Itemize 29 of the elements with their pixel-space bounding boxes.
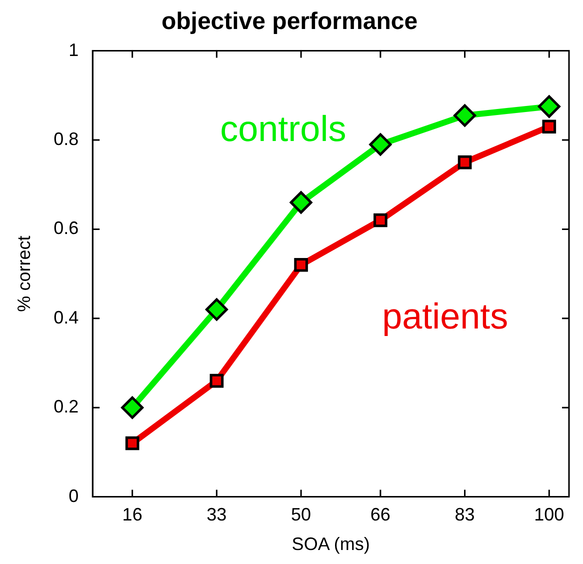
legend-label: patients [382,295,508,336]
x-axis-title: SOA (ms) [292,534,370,554]
y-tick-label: 1 [68,40,79,60]
y-tick-label: 0.2 [54,396,79,417]
point [369,133,392,156]
point [294,258,308,272]
chart-title: objective performance [161,8,418,36]
x-tick-label: 66 [370,504,390,525]
point [121,396,144,419]
x-tick-label: 16 [122,504,142,525]
x-tick-label: 33 [206,504,227,525]
y-tick-label: 0.8 [54,128,79,149]
x-tick-label: 50 [291,504,312,525]
point [542,120,556,134]
point [374,213,388,228]
point [454,104,476,127]
point [205,298,228,321]
x-tick-label: 100 [534,504,564,525]
y-tick-label: 0 [68,486,79,506]
y-tick-label: 0.6 [54,218,79,238]
y-axis-title: % correct [14,236,34,312]
point [290,191,312,214]
point [125,436,140,450]
point [210,374,224,388]
y-tick-label: 0.4 [54,307,79,328]
x-tick-label: 83 [454,504,475,525]
point [458,155,472,170]
point [538,95,560,118]
series-label: controls [220,108,346,149]
